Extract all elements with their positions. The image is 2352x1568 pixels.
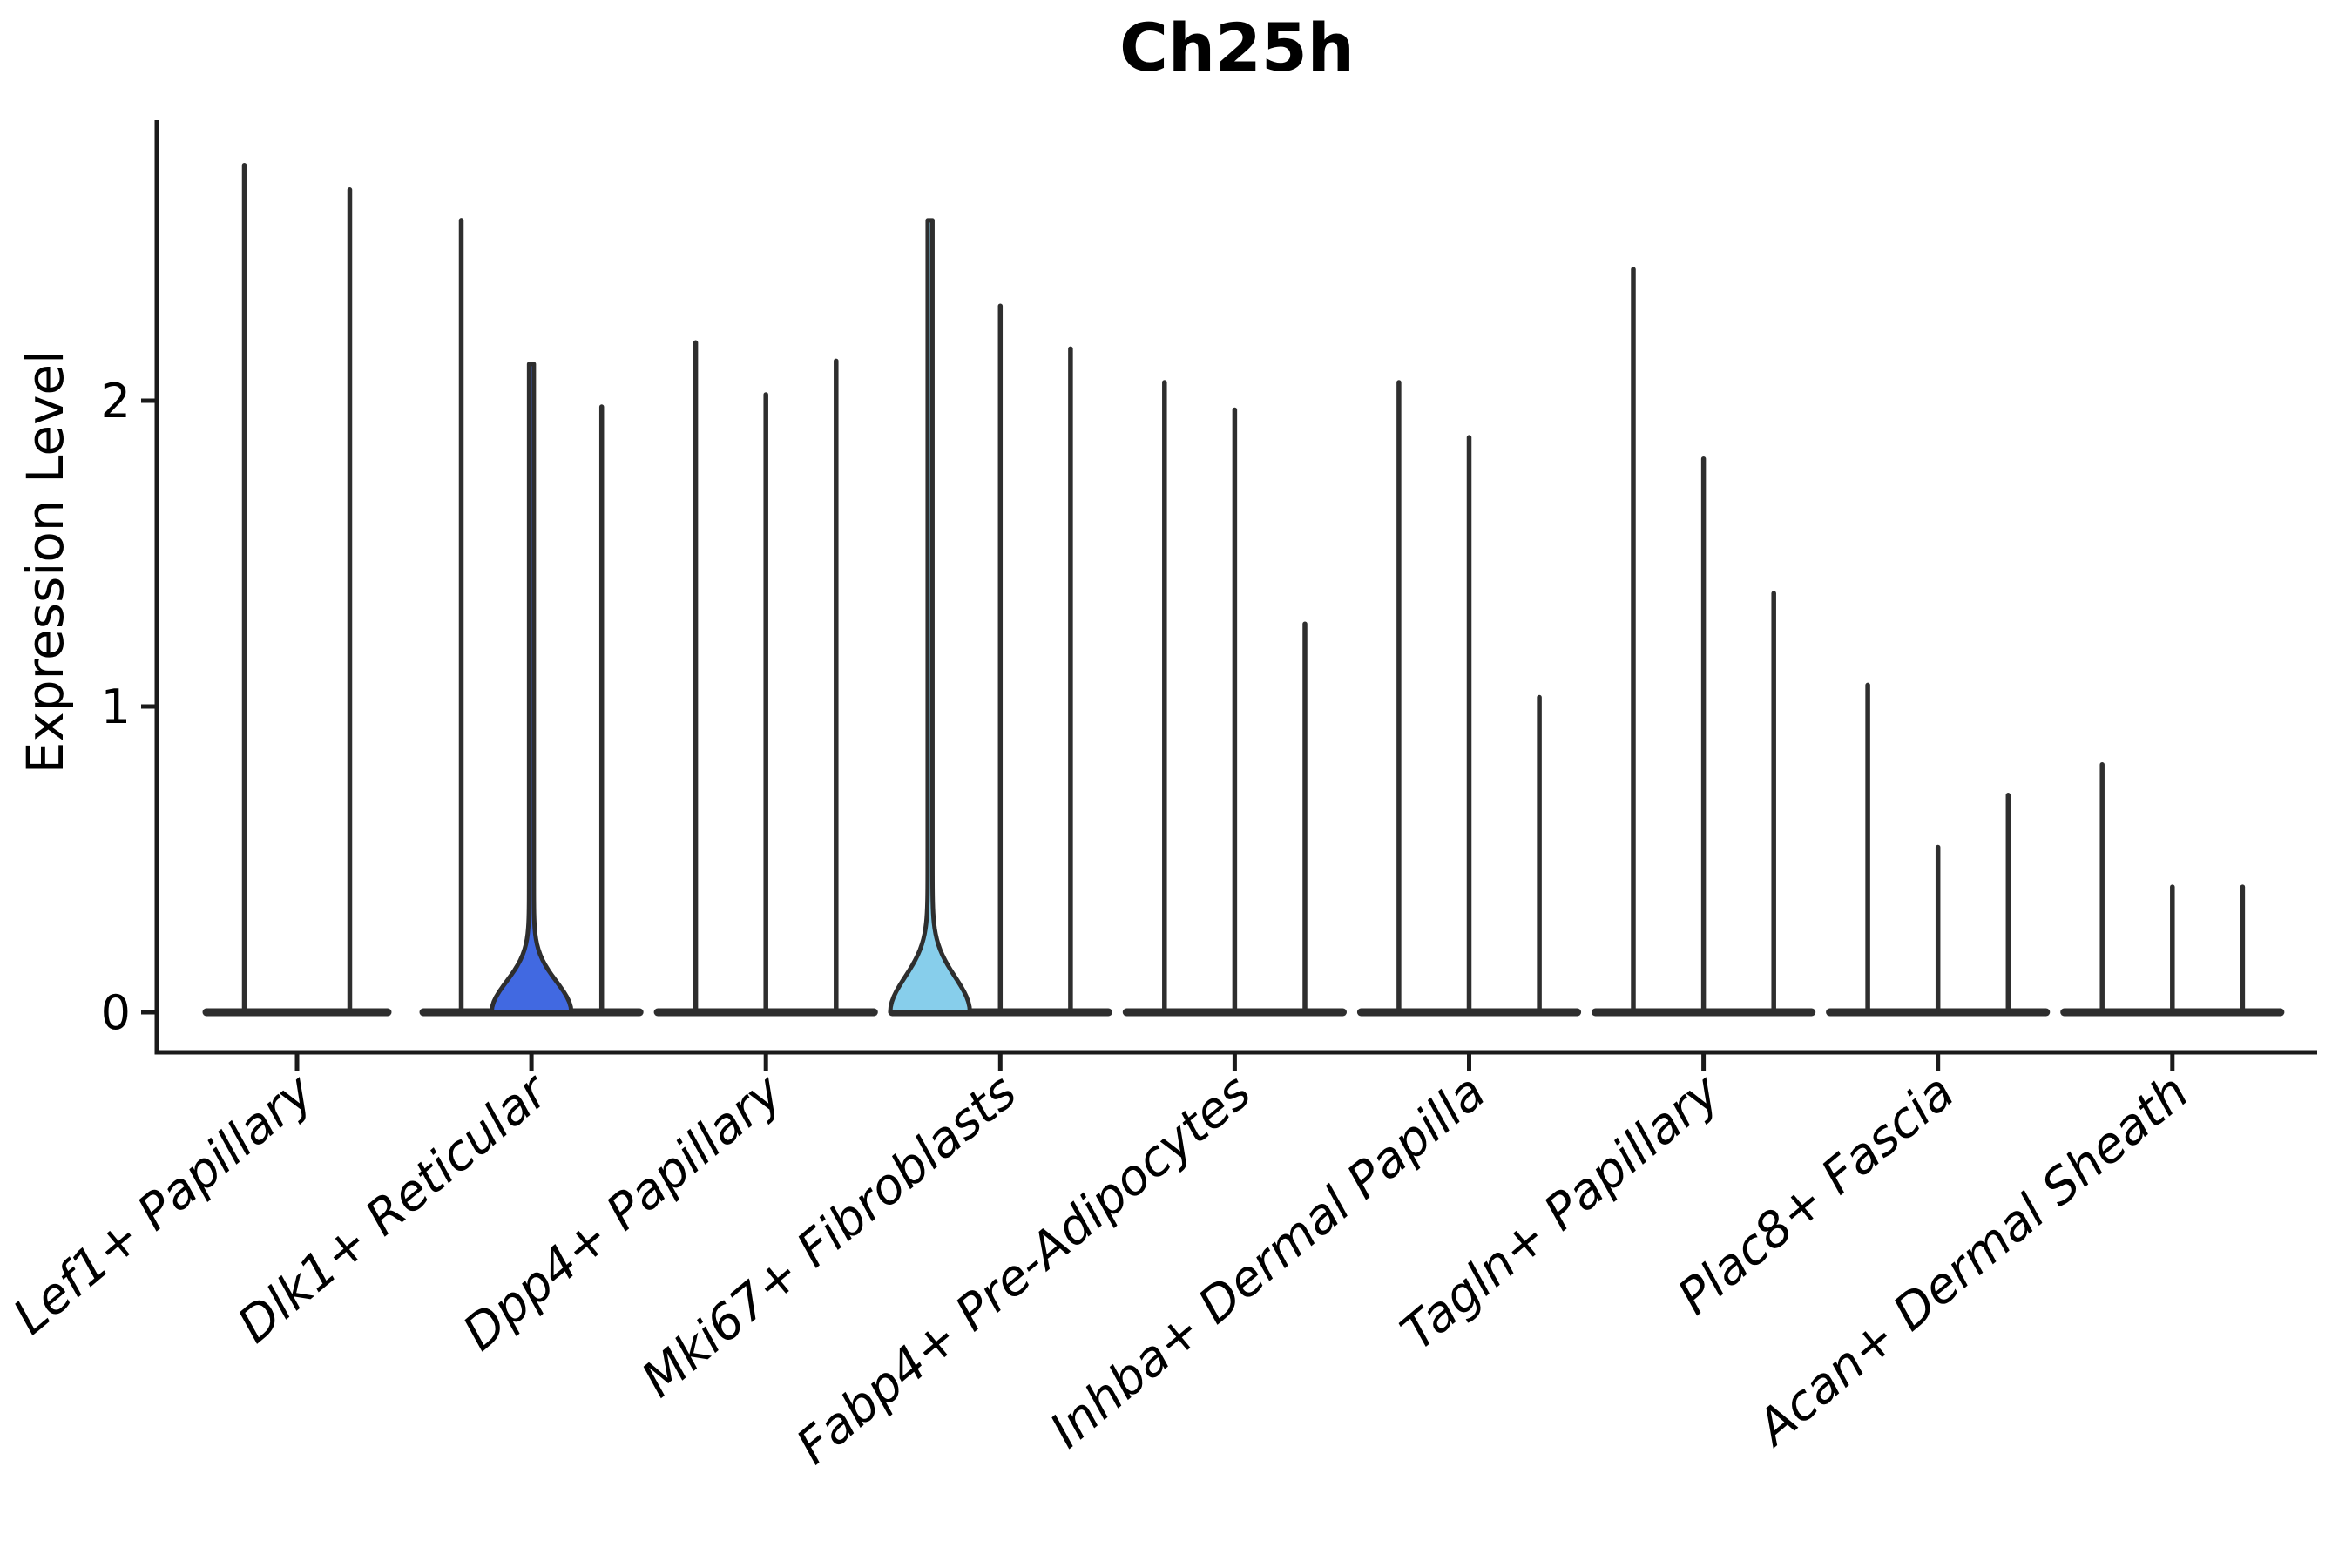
chart-title: Ch25h bbox=[1119, 9, 1355, 86]
violin-filled bbox=[489, 362, 574, 1015]
violin-base-bar bbox=[653, 1008, 878, 1017]
x-tick-label: Inhba+ Dermal Papilla bbox=[1039, 1064, 1496, 1459]
violin-base-bar bbox=[2060, 1008, 2285, 1017]
y-tick-label: 0 bbox=[101, 985, 131, 1040]
violin-base-bar bbox=[202, 1008, 392, 1017]
violin-base-bar bbox=[1122, 1008, 1347, 1017]
x-tick-label: Acan+ Dermal Sheath bbox=[1745, 1064, 2200, 1458]
violin-base-bar bbox=[1826, 1008, 2051, 1017]
violin-base-bar bbox=[1592, 1008, 1816, 1017]
y-axis-label: Expression Level bbox=[16, 349, 75, 774]
x-tick-label: Fabp4+ Pre-Adipocytes bbox=[786, 1064, 1261, 1476]
x-tick-label: Mki67+ Fibroblasts bbox=[632, 1064, 1027, 1409]
y-tick-label: 1 bbox=[101, 679, 131, 734]
violin-base-bar bbox=[1356, 1008, 1582, 1017]
violin-filled bbox=[888, 218, 972, 1015]
y-tick-label: 2 bbox=[101, 374, 131, 429]
